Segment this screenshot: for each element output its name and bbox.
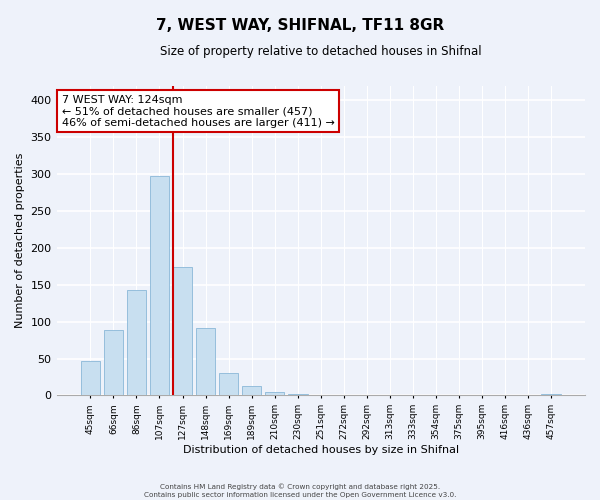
- Bar: [127, 290, 146, 396]
- Bar: [104, 330, 123, 396]
- Bar: [541, 394, 561, 396]
- Y-axis label: Number of detached properties: Number of detached properties: [15, 153, 25, 328]
- Bar: [149, 176, 169, 396]
- X-axis label: Distribution of detached houses by size in Shifnal: Distribution of detached houses by size …: [183, 445, 459, 455]
- Text: Contains HM Land Registry data © Crown copyright and database right 2025.
Contai: Contains HM Land Registry data © Crown c…: [144, 484, 456, 498]
- Title: Size of property relative to detached houses in Shifnal: Size of property relative to detached ho…: [160, 45, 482, 58]
- Bar: [265, 392, 284, 396]
- Bar: [80, 361, 100, 396]
- Text: 7, WEST WAY, SHIFNAL, TF11 8GR: 7, WEST WAY, SHIFNAL, TF11 8GR: [156, 18, 444, 32]
- Bar: [173, 267, 193, 396]
- Bar: [288, 394, 308, 396]
- Bar: [242, 386, 262, 396]
- Bar: [196, 328, 215, 396]
- Bar: [219, 374, 238, 396]
- Text: 7 WEST WAY: 124sqm
← 51% of detached houses are smaller (457)
46% of semi-detach: 7 WEST WAY: 124sqm ← 51% of detached hou…: [62, 95, 335, 128]
